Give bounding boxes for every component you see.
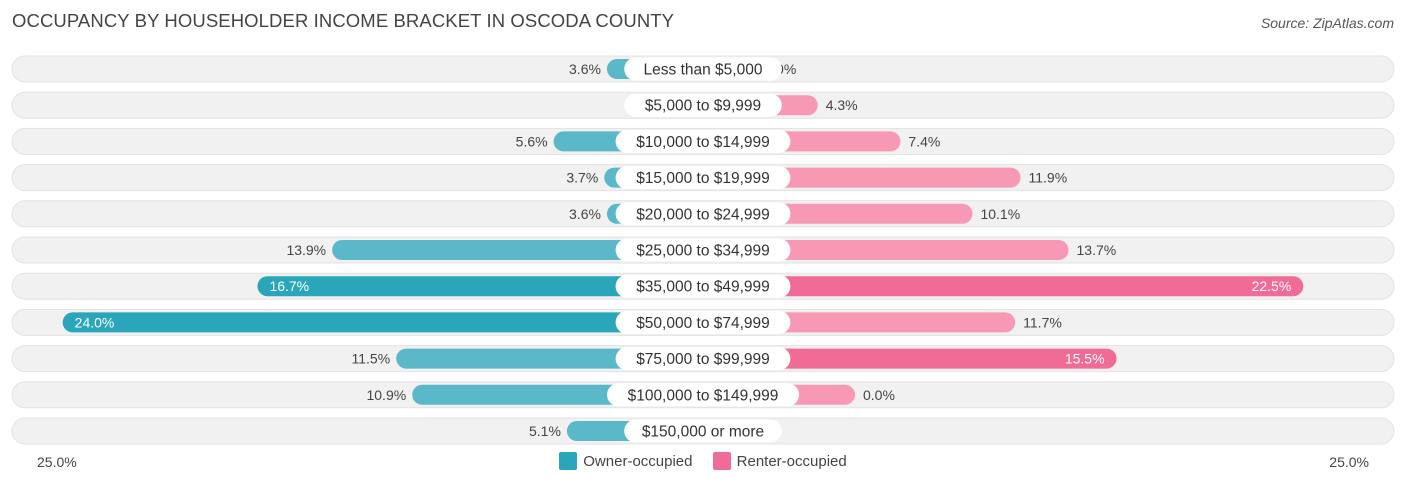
category-label-pill — [615, 166, 791, 190]
renter-value-label: 13.7% — [1077, 242, 1117, 258]
legend-swatch-renter — [712, 452, 731, 470]
category-label: Less than $5,000 — [644, 62, 763, 79]
renter-bar — [703, 348, 1117, 369]
category-label-pill — [615, 274, 791, 298]
renter-value-label: 11.7% — [1023, 314, 1062, 330]
category-label: $35,000 to $49,999 — [636, 279, 770, 296]
owner-value-label: 24.0% — [75, 314, 115, 330]
owner-value-label: 5.1% — [529, 423, 561, 439]
category-label-pill — [624, 93, 782, 117]
owner-value-label: 11.5% — [352, 351, 391, 367]
renter-value-label: 10.1% — [980, 206, 1020, 222]
renter-value-label: 4.3% — [826, 97, 858, 113]
renter-value-label: 22.5% — [1252, 278, 1292, 294]
chart-legend: Owner-occupied Renter-occupied — [0, 452, 1406, 474]
category-label-pill — [615, 202, 791, 226]
diverging-bar-chart: 3.6%2.0%Less than $5,0001.5%4.3%$5,000 t… — [11, 55, 1395, 445]
owner-value-label: 10.9% — [366, 387, 406, 403]
owner-value-label: 16.7% — [269, 278, 309, 294]
owner-value-label: 3.6% — [569, 61, 601, 77]
axis-right-label: 25.0% — [1329, 454, 1369, 470]
category-label-pill — [615, 347, 791, 371]
owner-value-label: 5.6% — [516, 133, 548, 149]
category-label: $10,000 to $14,999 — [636, 134, 770, 151]
category-label-pill — [615, 129, 791, 153]
renter-value-label: 7.4% — [908, 133, 940, 149]
renter-value-label: 11.9% — [1028, 170, 1067, 186]
category-label-pill — [615, 310, 791, 334]
category-label: $100,000 to $149,999 — [628, 387, 779, 404]
legend-swatch-owner — [559, 452, 578, 470]
owner-value-label: 3.7% — [566, 170, 598, 186]
renter-bar — [703, 276, 1304, 297]
category-label: $50,000 to $74,999 — [636, 315, 770, 332]
category-label-pill — [615, 238, 791, 262]
category-label: $5,000 to $9,999 — [645, 98, 761, 115]
category-label: $75,000 to $99,999 — [636, 351, 770, 368]
owner-bar — [257, 276, 703, 297]
renter-bar — [703, 240, 1069, 260]
legend-label-owner: Owner-occupied — [583, 452, 693, 470]
category-label: $15,000 to $19,999 — [636, 170, 770, 187]
axis-left-label: 25.0% — [37, 454, 77, 470]
legend-label-renter: Renter-occupied — [736, 452, 847, 470]
renter-value-label: 15.5% — [1065, 351, 1105, 367]
category-label-pill — [624, 419, 782, 443]
category-label: $150,000 or more — [642, 424, 764, 441]
owner-value-label: 3.6% — [569, 206, 601, 222]
category-label-pill — [624, 57, 782, 81]
owner-value-label: 13.9% — [286, 242, 326, 258]
legend-item-renter: Renter-occupied — [712, 452, 847, 470]
category-label-pill — [607, 383, 799, 407]
chart-title: OCCUPANCY BY HOUSEHOLDER INCOME BRACKET … — [12, 10, 675, 31]
legend-item-owner: Owner-occupied — [559, 452, 692, 470]
owner-bar — [332, 240, 703, 260]
category-label: $20,000 to $24,999 — [636, 206, 770, 223]
chart-source: Source: ZipAtlas.com — [1260, 15, 1394, 31]
owner-bar — [62, 312, 704, 333]
category-label: $25,000 to $34,999 — [636, 243, 770, 260]
renter-value-label: 0.0% — [863, 387, 895, 403]
